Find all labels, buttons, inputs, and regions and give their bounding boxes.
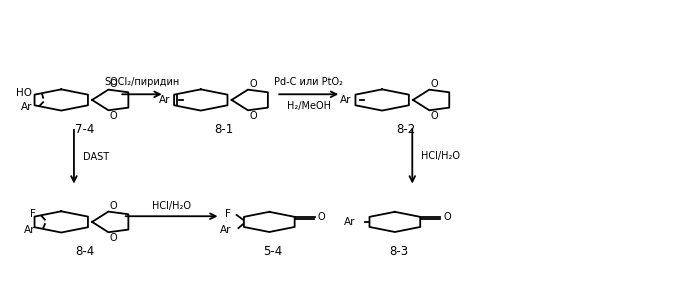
Text: F: F [225, 209, 231, 219]
Text: O: O [443, 212, 451, 222]
Text: H₂/MeOH: H₂/MeOH [287, 101, 331, 111]
Text: Ar: Ar [24, 225, 36, 235]
Text: O: O [431, 79, 438, 89]
Text: DAST: DAST [83, 152, 109, 162]
Text: Ar: Ar [159, 95, 170, 105]
Text: SOCl₂/пиридин: SOCl₂/пиридин [104, 77, 180, 87]
Text: Pd-C или PtO₂: Pd-C или PtO₂ [274, 77, 343, 87]
Text: O: O [250, 79, 257, 89]
Text: 8-3: 8-3 [389, 245, 408, 258]
Text: 8-1: 8-1 [215, 123, 234, 136]
Text: Ar: Ar [21, 102, 32, 112]
Text: O: O [110, 111, 117, 121]
Text: HCl/H₂O: HCl/H₂O [421, 151, 461, 161]
Text: HO: HO [16, 87, 32, 97]
Text: O: O [431, 111, 438, 121]
Text: Ar: Ar [219, 225, 231, 235]
Text: 7-4: 7-4 [75, 123, 94, 136]
Text: F: F [30, 209, 36, 219]
Text: O: O [250, 111, 257, 121]
Text: Ar: Ar [340, 95, 352, 105]
Text: HCl/H₂O: HCl/H₂O [152, 201, 191, 211]
Text: O: O [110, 201, 117, 211]
Text: 8-2: 8-2 [396, 123, 415, 136]
Text: 5-4: 5-4 [264, 245, 282, 258]
Text: O: O [110, 79, 117, 89]
Text: O: O [110, 233, 117, 243]
Text: 8-4: 8-4 [75, 245, 94, 258]
Text: O: O [317, 212, 325, 222]
Text: Ar: Ar [343, 217, 355, 227]
